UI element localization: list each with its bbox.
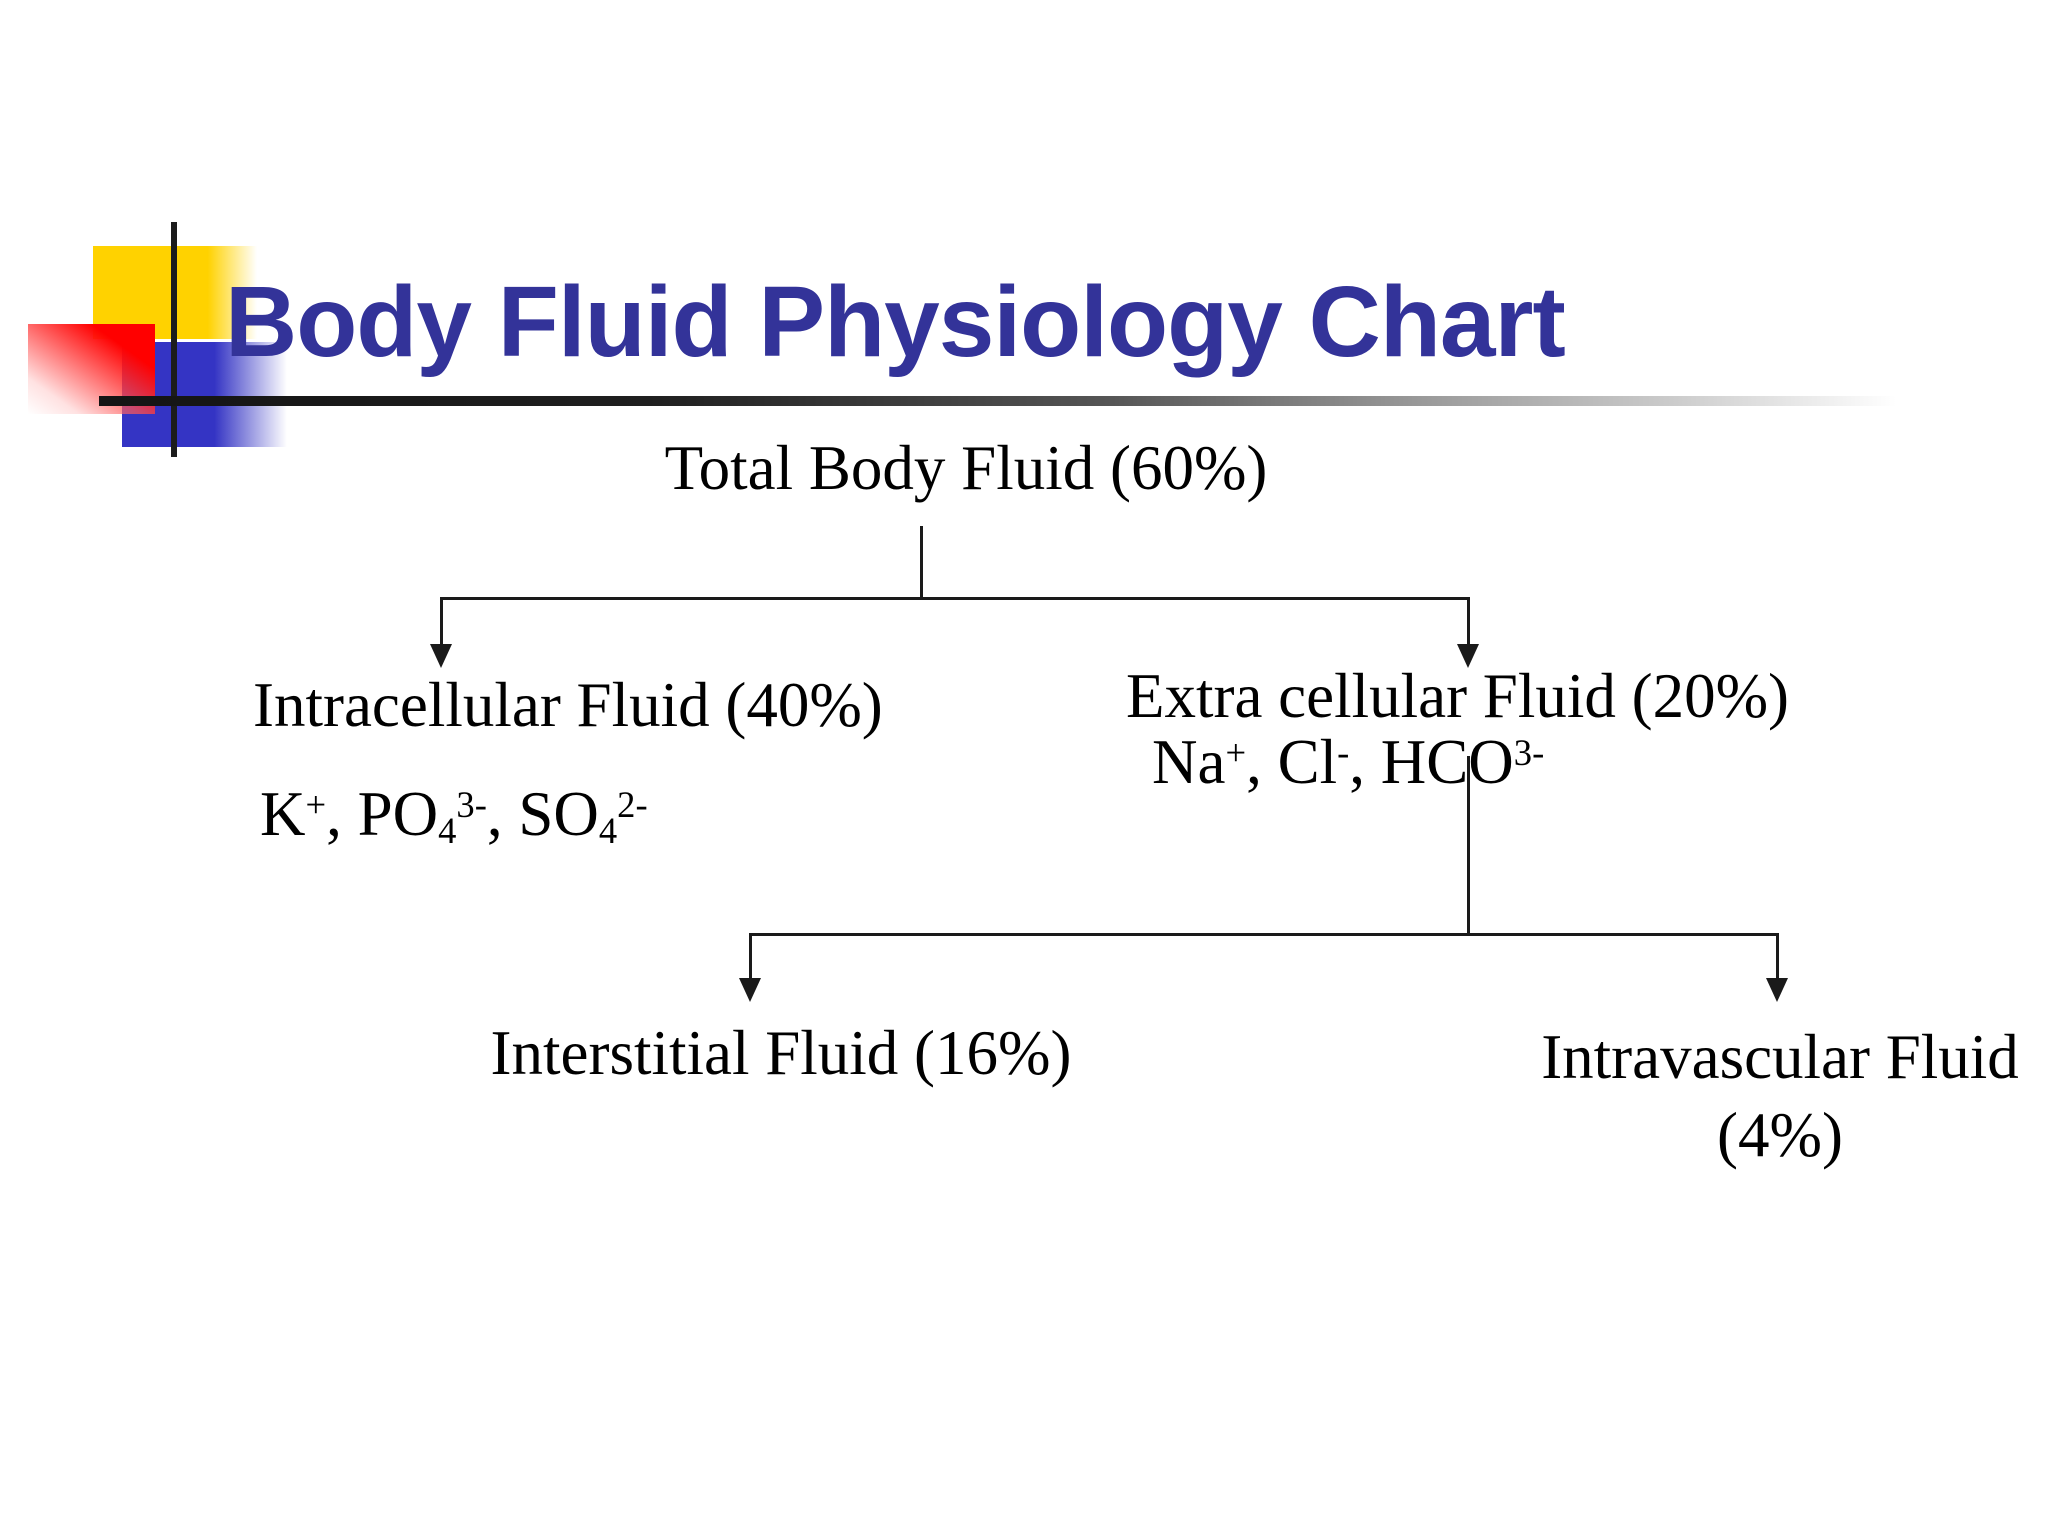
- node-total-body-fluid: Total Body Fluid (60%): [664, 433, 1268, 503]
- node-intravascular-fluid: Intravascular Fluid (4%): [1490, 1018, 2048, 1174]
- intravascular-label: Intravascular Fluid: [1541, 1022, 2019, 1092]
- arrowhead-to-extracellular: [1457, 644, 1479, 668]
- connector2-right-drop-line: [1776, 933, 1779, 980]
- connector1-left-drop-line: [440, 597, 443, 647]
- slide-title: Body Fluid Physiology Chart: [225, 266, 1566, 378]
- node-intracellular-fluid: Intracellular Fluid (40%): [253, 670, 883, 740]
- connector1-horizontal-line: [440, 597, 1470, 600]
- node-interstitial-fluid: Interstitial Fluid (16%): [490, 1018, 1072, 1088]
- connector1-right-drop-line: [1467, 597, 1470, 647]
- extracellular-ions-text: Na+, Cl-, HCO3-: [1152, 727, 1545, 797]
- title-divider-line: [99, 396, 1933, 406]
- connector2-stem-line: [1467, 756, 1470, 935]
- arrowhead-to-intravascular: [1766, 978, 1788, 1002]
- connector2-left-drop-line: [749, 933, 752, 980]
- arrowhead-to-intracellular: [430, 644, 452, 668]
- intravascular-percent: (4%): [1717, 1100, 1843, 1171]
- arrowhead-to-interstitial: [739, 978, 761, 1002]
- connector2-horizontal-line: [749, 933, 1779, 936]
- decor-vertical-line: [171, 222, 177, 457]
- connector1-stem-line: [920, 526, 923, 598]
- node-extracellular-fluid: Extra cellular Fluid (20%): [1126, 661, 1790, 731]
- intracellular-ions-text: K+, PO43-, SO42-: [260, 779, 648, 852]
